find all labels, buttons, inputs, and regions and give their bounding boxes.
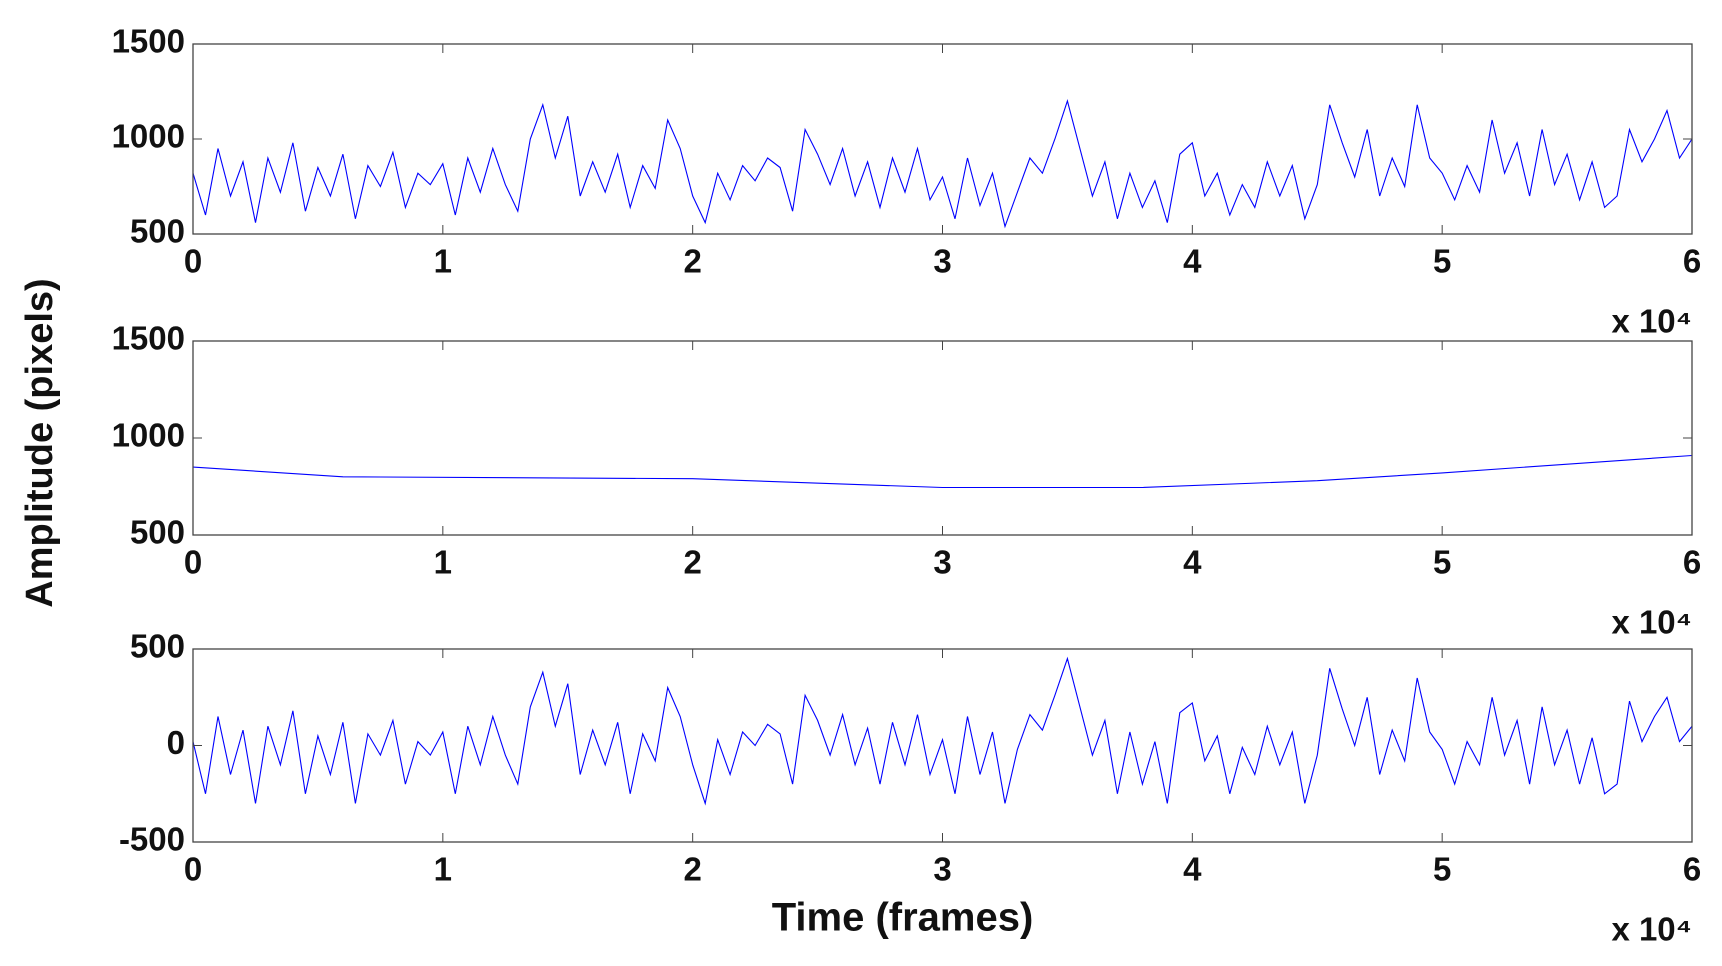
axes-box [193,44,1692,234]
x-tick-label: 3 [933,851,951,888]
x-tick-label: 2 [683,851,701,888]
x-tick-label: 6 [1683,243,1701,280]
x-scale-label: x 10⁴ [1611,911,1692,948]
x-tick-label: 5 [1433,851,1451,888]
signal-line [193,454,1692,489]
y-tick-label: 1500 [112,320,185,357]
y-axis-label: Amplitude (pixels) [19,278,61,607]
x-tick-label: 2 [683,544,701,581]
axes-box [193,341,1692,535]
y-tick-label: 500 [130,514,185,551]
x-tick-label: 0 [184,851,202,888]
y-tick-label: 0 [167,724,185,761]
x-tick-label: 3 [933,243,951,280]
x-tick-label: 5 [1433,544,1451,581]
y-tick-label: 1500 [112,23,185,60]
x-tick-label: 5 [1433,243,1451,280]
x-tick-label: 4 [1183,544,1202,581]
y-tick-label: 500 [130,628,185,665]
x-tick-label: 6 [1683,544,1701,581]
y-tick-label: 1000 [112,118,185,155]
y-tick-label: -500 [119,821,185,858]
signal-line [193,656,1692,806]
x-axis-label: Time (frames) [772,896,1034,940]
x-tick-label: 6 [1683,851,1701,888]
x-tick-label: 0 [184,243,202,280]
x-tick-label: 0 [184,544,202,581]
x-tick-label: 4 [1183,851,1202,888]
x-tick-label: 4 [1183,243,1202,280]
x-scale-label: x 10⁴ [1611,303,1692,340]
y-tick-label: 500 [130,213,185,250]
x-tick-label: 2 [683,243,701,280]
axes-box [193,649,1692,842]
signal-line [193,99,1692,229]
x-tick-label: 1 [434,544,452,581]
x-tick-label: 1 [434,851,452,888]
x-tick-label: 3 [933,544,951,581]
y-tick-label: 1000 [112,417,185,454]
x-tick-label: 1 [434,243,452,280]
x-scale-label: x 10⁴ [1611,604,1692,641]
